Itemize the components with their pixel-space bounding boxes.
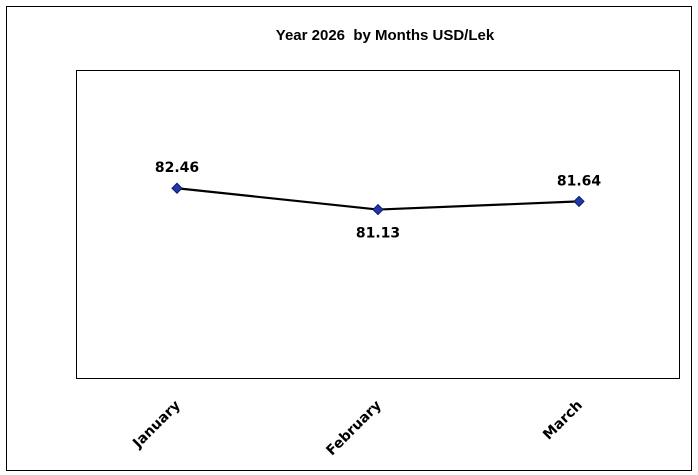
data-point-marker <box>171 182 183 194</box>
series-layer <box>171 182 585 216</box>
chart-title: Year 2026 by Months USD/Lek <box>276 27 495 44</box>
data-label: 82.46 <box>155 160 199 176</box>
data-point-marker <box>573 195 585 208</box>
data-label: 81.13 <box>356 226 400 242</box>
data-label: 81.64 <box>557 173 602 189</box>
data-label-layer: 82.46 81.13 81.64 <box>155 160 602 241</box>
plot-area <box>76 70 680 379</box>
data-point-marker <box>372 203 384 216</box>
